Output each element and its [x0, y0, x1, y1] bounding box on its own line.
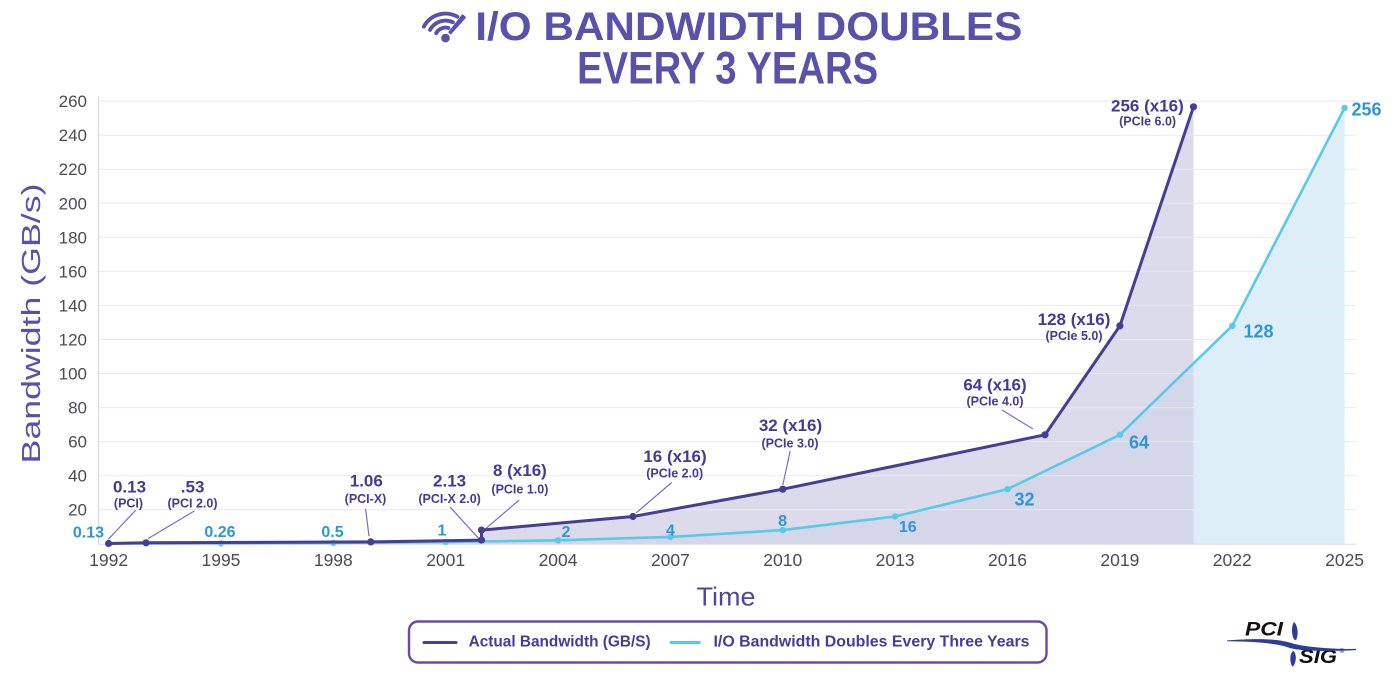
svg-text:128 (x16): 128 (x16)	[1038, 310, 1111, 329]
svg-text:(PCI-X 2.0): (PCI-X 2.0)	[418, 492, 481, 506]
svg-text:1: 1	[438, 523, 447, 540]
svg-text:SIG: SIG	[1299, 647, 1337, 668]
svg-text:2016: 2016	[988, 550, 1027, 570]
svg-text:160: 160	[59, 262, 87, 281]
svg-text:®: ®	[1340, 647, 1345, 655]
svg-text:64 (x16): 64 (x16)	[963, 376, 1026, 395]
svg-text:40: 40	[68, 467, 87, 486]
svg-text:120: 120	[59, 331, 87, 350]
svg-text:100: 100	[59, 365, 87, 384]
svg-text:240: 240	[59, 126, 87, 145]
svg-text:2025: 2025	[1325, 550, 1364, 570]
svg-text:256 (x16): 256 (x16)	[1111, 97, 1184, 116]
svg-text:20: 20	[68, 501, 87, 520]
svg-text:260: 260	[59, 92, 87, 111]
svg-text:Time: Time	[697, 582, 756, 612]
svg-text:2004: 2004	[539, 550, 578, 570]
svg-text:2.13: 2.13	[433, 472, 466, 491]
svg-text:180: 180	[59, 228, 87, 247]
svg-text:2007: 2007	[651, 550, 690, 570]
svg-text:1998: 1998	[314, 550, 353, 570]
svg-text:I/O BANDWIDTH DOUBLES: I/O BANDWIDTH DOUBLES	[475, 5, 1022, 49]
svg-text:8 (x16): 8 (x16)	[493, 461, 547, 480]
svg-text:60: 60	[68, 433, 87, 452]
svg-text:(PCIe 1.0): (PCIe 1.0)	[491, 483, 548, 497]
svg-text:1.06: 1.06	[350, 472, 383, 491]
svg-text:2019: 2019	[1100, 550, 1139, 570]
svg-text:(PCIe 3.0): (PCIe 3.0)	[762, 436, 819, 450]
svg-text:2022: 2022	[1213, 550, 1252, 570]
svg-text:EVERY 3 YEARS: EVERY 3 YEARS	[577, 43, 878, 94]
svg-text:32 (x16): 32 (x16)	[759, 416, 822, 435]
svg-text:140: 140	[59, 296, 87, 315]
svg-text:(PCIe 6.0): (PCIe 6.0)	[1119, 115, 1176, 129]
svg-text:32: 32	[1014, 490, 1034, 510]
svg-text:16 (x16): 16 (x16)	[643, 447, 706, 466]
svg-text:80: 80	[68, 399, 87, 418]
svg-text:(PCIe 2.0): (PCIe 2.0)	[646, 467, 703, 481]
svg-text:Actual Bandwidth (GB/S): Actual Bandwidth (GB/S)	[469, 634, 651, 651]
svg-text:128: 128	[1243, 322, 1273, 342]
svg-text:16: 16	[899, 519, 917, 536]
svg-text:1992: 1992	[89, 550, 128, 570]
svg-text:2010: 2010	[763, 550, 802, 570]
svg-text:4: 4	[666, 523, 675, 540]
svg-text:220: 220	[59, 160, 87, 179]
svg-text:(PCIe 5.0): (PCIe 5.0)	[1046, 329, 1103, 343]
svg-text:I/O Bandwidth Doubles Every Th: I/O Bandwidth Doubles Every Three Years	[714, 634, 1030, 651]
svg-text:2013: 2013	[876, 550, 915, 570]
svg-text:.53: .53	[181, 477, 205, 496]
svg-text:0.26: 0.26	[204, 524, 235, 541]
svg-text:0.13: 0.13	[113, 477, 146, 496]
svg-text:8: 8	[778, 513, 787, 530]
svg-text:Bandwidth (GB/s): Bandwidth (GB/s)	[18, 184, 46, 464]
svg-text:0.5: 0.5	[321, 524, 343, 541]
svg-text:2001: 2001	[426, 550, 465, 570]
svg-text:(PCI-X): (PCI-X)	[345, 492, 387, 506]
svg-text:(PCI 2.0): (PCI 2.0)	[167, 497, 217, 511]
svg-text:200: 200	[59, 194, 87, 213]
svg-text:(PCIe 4.0): (PCIe 4.0)	[967, 395, 1024, 409]
svg-text:1995: 1995	[201, 550, 240, 570]
svg-text:(PCI): (PCI)	[114, 497, 143, 511]
svg-text:64: 64	[1129, 433, 1149, 453]
svg-text:256: 256	[1351, 100, 1381, 120]
svg-text:0.13: 0.13	[73, 525, 104, 542]
svg-text:PCI: PCI	[1245, 620, 1284, 641]
svg-text:2: 2	[562, 524, 571, 541]
